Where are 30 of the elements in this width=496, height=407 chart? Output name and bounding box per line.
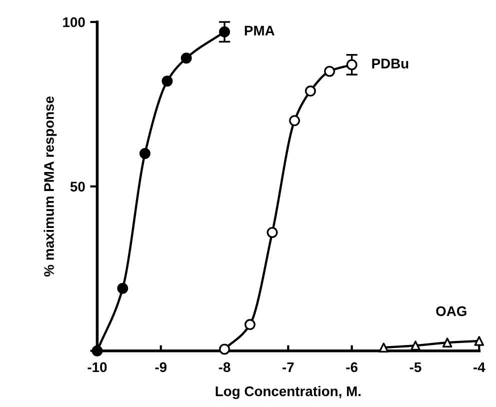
point [289, 115, 300, 126]
x-tick-label: -9 [155, 362, 167, 372]
y-tick-label: 100 [63, 17, 85, 28]
x-tick-label: -4 [474, 362, 486, 372]
point [244, 319, 256, 330]
point [219, 344, 230, 355]
point [180, 52, 192, 64]
x-tick-label: -8 [218, 362, 230, 372]
point [304, 86, 316, 97]
x-tick-label: -7 [282, 362, 294, 372]
point [324, 66, 336, 77]
x-tick-label: -5 [410, 362, 422, 372]
point [266, 226, 278, 238]
point [410, 340, 420, 351]
point [162, 76, 173, 87]
point [117, 282, 128, 294]
x-axis-title: Log Concentration, M. [216, 386, 361, 400]
series-label: PMA [244, 26, 274, 36]
point [474, 336, 484, 346]
point [219, 26, 230, 38]
point [346, 59, 358, 70]
x-tick-label: -6 [346, 362, 358, 372]
point [442, 338, 452, 348]
y-tick-label: 50 [70, 182, 85, 192]
series-label: OAG [436, 306, 466, 316]
point [378, 342, 389, 352]
y-axis-title: % maximum PMA response [44, 96, 57, 276]
series-label: PDBu [372, 58, 408, 68]
point [139, 148, 150, 160]
x-tick-label: -10 [88, 362, 107, 372]
